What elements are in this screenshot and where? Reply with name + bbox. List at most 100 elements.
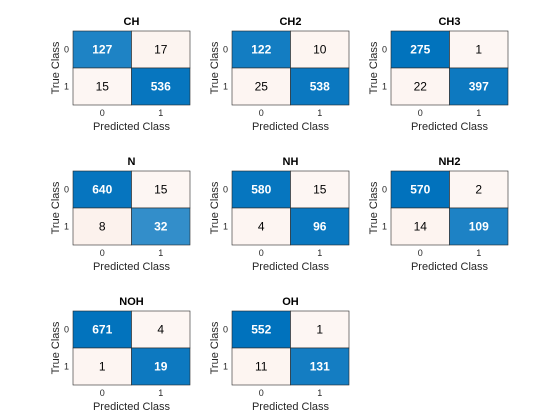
matrix-cell <box>231 30 291 69</box>
cell-value: 15 <box>96 80 110 94</box>
matrix-cell <box>72 30 132 69</box>
y-axis-label: True Class <box>368 41 380 94</box>
confusion-matrix-3: CH3 275 1 22 397 0 1 0 1 Predicted Class True Clas… <box>368 16 509 133</box>
cell-value: 19 <box>154 360 168 374</box>
y-tick-label: 1 <box>223 82 228 92</box>
cell-value: 1 <box>316 323 323 337</box>
matrix-cell <box>131 347 191 386</box>
x-tick-label: 1 <box>476 108 481 118</box>
x-tick-label: 1 <box>317 248 322 258</box>
chart-title: CH <box>124 16 140 28</box>
matrix-cell <box>449 30 509 69</box>
x-tick-label: 1 <box>158 248 163 258</box>
matrix-cell <box>231 310 291 349</box>
confusion-matrix-1: CH 127 17 15 536 0 1 0 1 Predicted Class True Clas… <box>50 16 191 133</box>
y-tick-label: 1 <box>223 222 228 232</box>
cell-value: 1 <box>475 43 482 57</box>
cell-value: 122 <box>251 43 271 57</box>
cell-value: 17 <box>154 43 168 57</box>
matrix-cell <box>231 207 291 246</box>
matrix-cell <box>72 170 132 209</box>
cell-value: 2 <box>475 183 482 197</box>
matrix-cell <box>131 310 191 349</box>
cell-value: 10 <box>313 43 327 57</box>
x-tick-label: 0 <box>259 248 264 258</box>
chart-title: NH2 <box>438 156 460 168</box>
x-axis-label: Predicted Class <box>93 261 171 273</box>
cell-value: 15 <box>313 183 327 197</box>
y-tick-label: 0 <box>223 45 228 55</box>
y-axis-label: True Class <box>368 181 380 234</box>
cell-value: 4 <box>157 323 164 337</box>
x-axis-label: Predicted Class <box>252 261 330 273</box>
x-tick-label: 0 <box>100 108 105 118</box>
x-tick-label: 0 <box>100 388 105 398</box>
matrix-cell <box>290 67 350 106</box>
y-tick-label: 0 <box>382 45 387 55</box>
cell-value: 397 <box>469 80 489 94</box>
chart-title: NH <box>283 156 299 168</box>
cell-value: 552 <box>251 323 271 337</box>
matrix-cell <box>131 67 191 106</box>
matrix-cell <box>449 170 509 209</box>
cell-value: 8 <box>99 220 106 234</box>
confusion-matrix-6: NH2 570 2 14 109 0 1 0 1 Predicted Class True Clas… <box>368 156 509 273</box>
confusion-matrix-7: NOH 671 4 1 19 0 1 0 1 Predicted Class True Class <box>50 296 191 413</box>
cell-value: 11 <box>255 360 268 374</box>
x-tick-label: 0 <box>418 108 423 118</box>
chart-title: OH <box>282 296 299 308</box>
x-tick-label: 1 <box>476 248 481 258</box>
y-tick-label: 1 <box>64 222 69 232</box>
y-tick-label: 1 <box>382 82 387 92</box>
y-tick-label: 0 <box>382 185 387 195</box>
matrix-cell <box>72 67 132 106</box>
matrix-cell <box>72 310 132 349</box>
x-axis-label: Predicted Class <box>93 401 171 413</box>
chart-title: N <box>128 156 136 168</box>
matrix-cell <box>131 207 191 246</box>
matrix-cell <box>290 310 350 349</box>
y-tick-label: 1 <box>223 362 228 372</box>
matrix-cell <box>131 30 191 69</box>
matrix-cell <box>290 170 350 209</box>
cell-value: 25 <box>255 80 269 94</box>
y-axis-label: True Class <box>50 321 62 374</box>
matrix-cell <box>290 207 350 246</box>
cell-value: 127 <box>92 43 112 57</box>
cell-value: 275 <box>410 43 430 57</box>
confusion-matrix-4: N 640 15 8 32 0 1 0 1 Predicted Class True Class <box>50 156 191 273</box>
matrix-cell <box>231 67 291 106</box>
x-tick-label: 1 <box>317 388 322 398</box>
x-axis-label: Predicted Class <box>252 401 330 413</box>
y-axis-label: True Class <box>50 41 62 94</box>
y-axis-label: True Class <box>209 41 221 94</box>
cell-value: 570 <box>410 183 430 197</box>
matrix-cell <box>449 207 509 246</box>
y-tick-label: 0 <box>64 45 69 55</box>
y-axis-label: True Class <box>209 181 221 234</box>
cell-value: 96 <box>313 220 327 234</box>
y-tick-label: 0 <box>64 185 69 195</box>
matrix-cell <box>231 170 291 209</box>
chart-title: CH3 <box>438 16 460 28</box>
matrix-cell <box>390 207 450 246</box>
matrix-cell <box>390 170 450 209</box>
chart-title: CH2 <box>279 16 301 28</box>
x-axis-label: Predicted Class <box>411 121 489 133</box>
cell-value: 536 <box>151 80 171 94</box>
matrix-cell <box>449 67 509 106</box>
x-tick-label: 1 <box>158 108 163 118</box>
cell-value: 15 <box>154 183 168 197</box>
matrix-cell <box>290 30 350 69</box>
cell-value: 671 <box>92 323 112 337</box>
x-tick-label: 1 <box>317 108 322 118</box>
chart-title: NOH <box>119 296 144 308</box>
cell-value: 131 <box>310 360 330 374</box>
matrix-cell <box>72 347 132 386</box>
cell-value: 640 <box>92 183 112 197</box>
cell-value: 22 <box>414 80 428 94</box>
y-tick-label: 1 <box>64 82 69 92</box>
x-axis-label: Predicted Class <box>93 121 171 133</box>
